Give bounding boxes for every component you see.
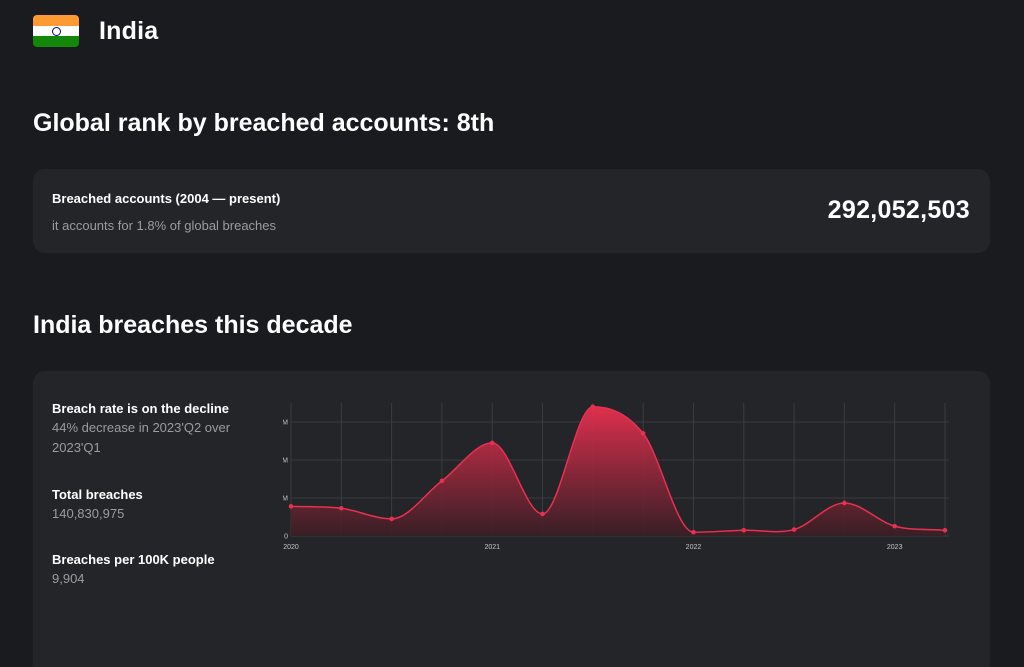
- total-breaches-title: Total breaches: [52, 487, 143, 502]
- data-point: [389, 516, 394, 522]
- x-tick-label: 2021: [484, 544, 500, 551]
- data-point: [741, 528, 747, 533]
- breached-accounts-subtitle: it accounts for 1.8% of global breaches: [52, 218, 277, 233]
- data-point: [288, 504, 294, 509]
- data-point: [640, 431, 646, 436]
- data-point: [540, 511, 545, 517]
- data-point: [892, 523, 897, 529]
- breaches-per-100k-value: 9,904: [52, 571, 85, 586]
- global-rank-title: Global rank by breached accounts: 8th: [33, 109, 495, 137]
- x-tick-label: 2020: [283, 544, 299, 551]
- y-tick-label: 10M: [283, 496, 288, 503]
- breaches-area-chart: 0 10M 20M 30M 2020 2021 2022 2023: [283, 403, 949, 551]
- breaches-line: [290, 406, 946, 533]
- data-point: [791, 527, 797, 532]
- data-points: [288, 404, 948, 535]
- breach-rate-value: 44% decrease in 2023'Q2 over 2023'Q1: [52, 420, 231, 455]
- breaches-area: [291, 406, 945, 536]
- data-point: [590, 404, 596, 410]
- x-tick-label: 2023: [887, 544, 903, 551]
- decade-breaches-card: Breach rate is on the decline 44% decrea…: [33, 371, 990, 667]
- x-axis: 2020 2021 2022 2023: [283, 544, 902, 551]
- decade-breaches-title: India breaches this decade: [33, 311, 353, 339]
- breached-accounts-value: 292,052,503: [827, 196, 970, 224]
- country-name: India: [99, 16, 159, 45]
- total-breaches-stat: Total breaches 140,830,975: [52, 485, 242, 524]
- x-tick-label: 2022: [686, 544, 702, 551]
- data-point: [439, 478, 445, 484]
- y-tick-label: 0: [284, 534, 288, 541]
- data-point: [691, 529, 696, 535]
- breaches-per-100k-title: Breaches per 100K people: [52, 552, 215, 567]
- total-breaches-value: 140,830,975: [52, 506, 125, 521]
- india-flag-icon: [33, 15, 79, 47]
- country-header: India: [33, 15, 158, 47]
- y-tick-label: 20M: [283, 458, 288, 465]
- data-point: [842, 500, 847, 506]
- breached-accounts-label: Breached accounts (2004 — present): [52, 191, 281, 206]
- data-point: [489, 440, 495, 446]
- breached-accounts-card: Breached accounts (2004 — present) it ac…: [33, 169, 990, 253]
- y-tick-label: 30M: [283, 420, 288, 427]
- breaches-per-100k-stat: Breaches per 100K people 9,904: [52, 550, 242, 589]
- data-point: [339, 505, 344, 511]
- y-axis: 0 10M 20M 30M: [283, 420, 288, 541]
- breach-rate-stat: Breach rate is on the decline 44% decrea…: [52, 399, 242, 458]
- breach-rate-title: Breach rate is on the decline: [52, 401, 230, 416]
- data-point: [942, 528, 948, 533]
